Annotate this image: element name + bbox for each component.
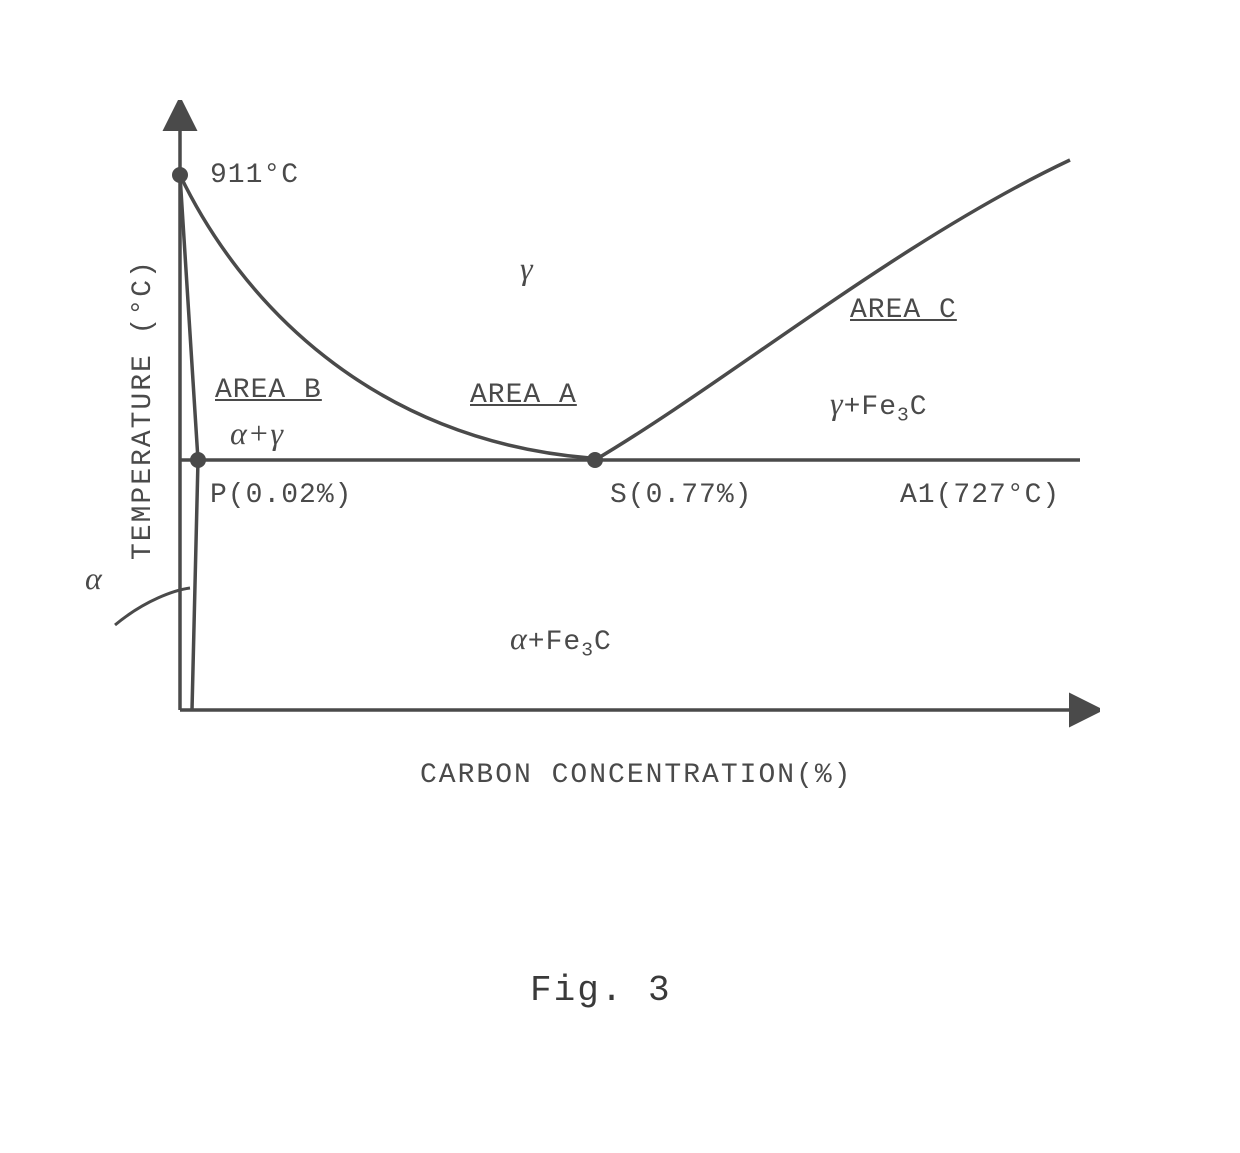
phase-gamma-fe3c: γ+Fe3C — [830, 385, 928, 427]
area-b-label: AREA B — [215, 375, 322, 406]
alpha-glyph: α — [510, 620, 528, 656]
point-s — [587, 452, 603, 468]
alpha-solvus — [180, 175, 198, 710]
gamma-glyph: γ — [830, 385, 844, 421]
y-axis-label: TEMPERATURE (°C) — [128, 259, 159, 560]
phase-alpha-gamma: α+γ — [230, 415, 284, 452]
phase-gamma-label: γ — [520, 250, 534, 287]
x-axis-label: CARBON CONCENTRATION(%) — [420, 760, 852, 791]
point-p-label: P(0.02%) — [210, 480, 352, 511]
area-a-label: AREA A — [470, 380, 577, 411]
point-911 — [172, 167, 188, 183]
figure-caption: Fig. 3 — [530, 970, 672, 1011]
point-p — [190, 452, 206, 468]
label-911c: 911°C — [210, 160, 299, 191]
diagram-svg — [90, 100, 1100, 820]
phase-diagram: TEMPERATURE (°C) CARBON CONCENTRATION(%)… — [90, 100, 1100, 820]
area-c-label: AREA C — [850, 295, 957, 326]
a1-line-label: A1(727°C) — [900, 480, 1060, 511]
phase-alpha-label: α — [85, 560, 103, 597]
point-s-label: S(0.77%) — [610, 480, 752, 511]
phase-alpha-fe3c: α+Fe3C — [510, 620, 612, 662]
